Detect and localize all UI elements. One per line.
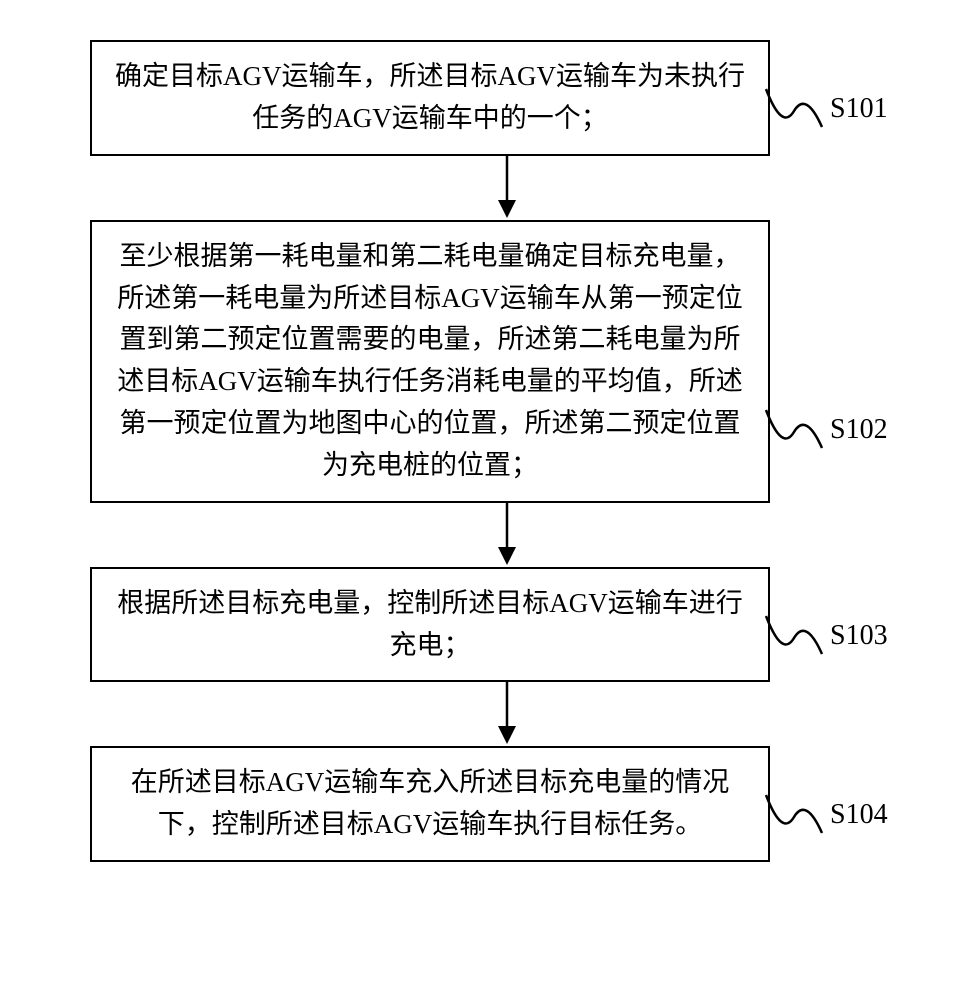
flow-label-connector: S101 xyxy=(770,58,924,138)
flow-step-label: S104 xyxy=(830,799,888,831)
curve-icon xyxy=(764,614,824,660)
flow-step-label: S101 xyxy=(830,93,888,125)
flow-box-text: 根据所述目标充电量，控制所述目标AGV运输车进行充电； xyxy=(110,583,750,667)
flow-step-label: S103 xyxy=(830,620,888,652)
flow-arrow xyxy=(167,682,847,746)
flow-arrow xyxy=(167,156,847,220)
curve-icon xyxy=(764,408,824,454)
flow-box-text: 在所述目标AGV运输车充入所述目标充电量的情况下，控制所述目标AGV运输车执行目… xyxy=(110,762,750,846)
flow-box: 至少根据第一耗电量和第二耗电量确定目标充电量，所述第一耗电量为所述目标AGV运输… xyxy=(90,220,770,503)
flow-box: 确定目标AGV运输车，所述目标AGV运输车为未执行任务的AGV运输车中的一个； xyxy=(90,40,770,156)
flow-step: 在所述目标AGV运输车充入所述目标充电量的情况下，控制所述目标AGV运输车执行目… xyxy=(30,746,924,862)
flow-box: 根据所述目标充电量，控制所述目标AGV运输车进行充电； xyxy=(90,567,770,683)
flow-step: 根据所述目标充电量，控制所述目标AGV运输车进行充电； S103 xyxy=(30,567,924,683)
flow-step: 确定目标AGV运输车，所述目标AGV运输车为未执行任务的AGV运输车中的一个； … xyxy=(30,40,924,156)
curve-icon xyxy=(764,87,824,133)
flow-box-text: 至少根据第一耗电量和第二耗电量确定目标充电量，所述第一耗电量为所述目标AGV运输… xyxy=(110,236,750,487)
flow-box: 在所述目标AGV运输车充入所述目标充电量的情况下，控制所述目标AGV运输车执行目… xyxy=(90,746,770,862)
flow-label-connector: S102 xyxy=(770,268,924,454)
flow-step: 至少根据第一耗电量和第二耗电量确定目标充电量，所述第一耗电量为所述目标AGV运输… xyxy=(30,220,924,503)
flowchart-container: 确定目标AGV运输车，所述目标AGV运输车为未执行任务的AGV运输车中的一个； … xyxy=(30,40,924,862)
curve-icon xyxy=(764,793,824,839)
flow-box-text: 确定目标AGV运输车，所述目标AGV运输车为未执行任务的AGV运输车中的一个； xyxy=(110,56,750,140)
flow-label-connector: S104 xyxy=(770,764,924,844)
flow-label-connector: S103 xyxy=(770,585,924,665)
flow-step-label: S102 xyxy=(830,414,888,446)
flow-arrow xyxy=(167,503,847,567)
